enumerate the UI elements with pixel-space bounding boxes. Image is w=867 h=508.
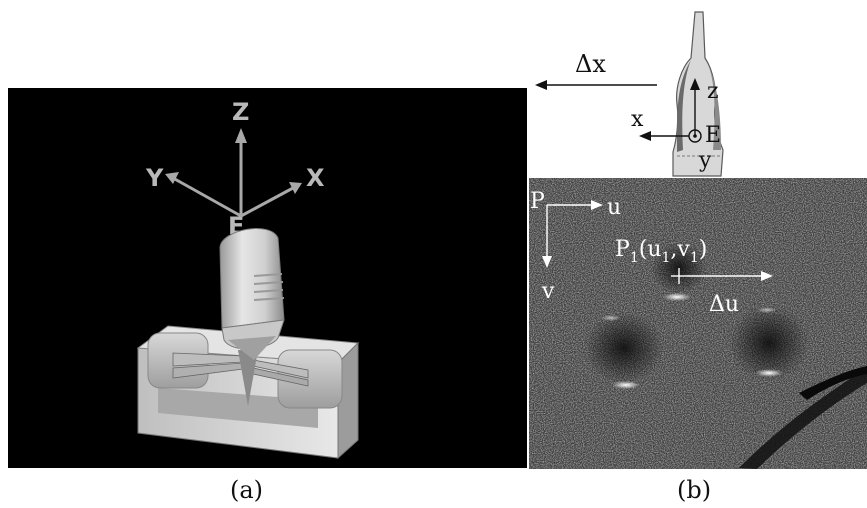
probe-photo-diagram: Δx z x E y (535, 11, 724, 177)
delta-u-label: Δu (709, 292, 739, 317)
probe-photo-panel: Δx z x E y (527, 0, 867, 178)
cradle (136, 325, 360, 460)
y-axis-label: y (698, 148, 712, 173)
ultrasound-image: P u v P1(u1,v1) Δu (529, 178, 867, 469)
point-p1-label: P1(u1,v1) (615, 237, 707, 266)
axis-triad: Z Y X E (145, 98, 325, 240)
axis-x-label: X (306, 164, 325, 192)
v-axis-label: v (541, 279, 555, 304)
axis-z-label: Z (232, 98, 249, 126)
origin-label: E (705, 123, 721, 148)
z-axis-label: z (707, 79, 719, 104)
caption-a: (a) (230, 476, 264, 504)
x-axis-label: x (631, 107, 644, 132)
image-origin-label: P (530, 189, 545, 214)
ultrasound-probe (219, 228, 285, 360)
probe-3d-render: Z Y X E (136, 98, 360, 460)
ultrasound-image-panel: P u v P1(u1,v1) Δu (529, 178, 867, 469)
caption-b: (b) (677, 476, 712, 504)
axis-y-label: Y (145, 164, 164, 192)
u-axis-label: u (607, 195, 621, 220)
probe-3d-render-panel: Z Y X E (8, 88, 527, 468)
delta-x-label: Δx (575, 50, 606, 78)
origin-marker (688, 129, 702, 143)
